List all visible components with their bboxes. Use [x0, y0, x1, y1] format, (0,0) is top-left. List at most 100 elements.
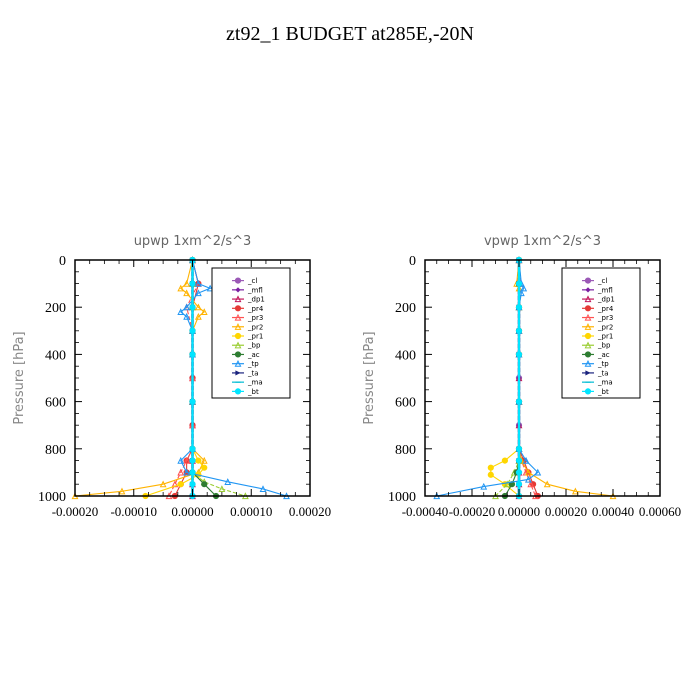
legend-pr4-marker [234, 305, 242, 312]
legend-entry-label: _dp1 [247, 296, 265, 304]
data-point-bt-marker [515, 469, 523, 476]
data-point-pr2-marker [543, 480, 551, 488]
data-point-pr1-marker [195, 457, 202, 464]
legend-entry-label: _ma [597, 379, 613, 387]
y-axis-label: Pressure [hPa] [362, 331, 377, 424]
y-axis-label: Pressure [hPa] [12, 331, 27, 424]
data-point-ac-marker [201, 481, 208, 488]
panel-title: upwp 1xm^2/s^3 [134, 234, 252, 249]
data-point-pr2-marker [183, 279, 191, 287]
data-point-pr1-marker [501, 457, 508, 464]
y-tick-label: 1000 [38, 490, 66, 505]
data-point-tp-marker [480, 482, 488, 490]
legend-ac-marker [584, 351, 592, 358]
y-tick-label: 200 [395, 301, 416, 316]
legend-tp-marker [584, 359, 592, 367]
y-tick-label: 400 [395, 348, 416, 363]
data-point-bt-marker [189, 469, 196, 476]
data-point-bt-marker [515, 481, 523, 488]
x-tick-label: 0.00000 [171, 504, 213, 519]
legend-cl-marker [584, 277, 592, 284]
data-point-tp-marker [177, 308, 185, 316]
data-point-bp-marker [218, 485, 226, 493]
data-point-pr2-marker [194, 312, 202, 320]
data-point-bp-marker [503, 480, 511, 488]
data-point-pr2-marker [571, 487, 579, 495]
data-point-tp-marker [183, 312, 191, 320]
data-point-pr2-marker [183, 289, 191, 297]
y-tick-label: 200 [45, 301, 66, 316]
data-point-tp-marker [524, 475, 532, 483]
legend-tp-marker [234, 359, 242, 367]
x-tick-label: 0.00060 [639, 504, 681, 519]
data-point-tp-marker [183, 468, 191, 476]
data-point-tp-marker [194, 279, 202, 287]
legend-bp-marker [234, 341, 242, 349]
legend-entry-label: _pr1 [597, 333, 613, 341]
legend-entry-label: _bt [247, 388, 259, 396]
legend-entry-label: _pr4 [597, 305, 614, 313]
legend-entry-label: _cl [597, 277, 607, 285]
data-point-bt-marker [515, 445, 523, 452]
data-point-tp-marker [522, 456, 530, 464]
data-point-tp-marker [177, 456, 185, 464]
data-point-bt-marker [515, 398, 523, 405]
data-point-pr1-marker [177, 481, 184, 488]
legend-entry-label: _mfl [597, 286, 613, 294]
y-tick-label: 600 [45, 396, 66, 411]
legend-entry-label: _ta [597, 369, 609, 377]
legend-bt-marker [584, 388, 592, 395]
data-point-bt-marker [515, 304, 523, 311]
data-point-tp-marker [206, 284, 214, 292]
legend-pr1-marker [234, 332, 242, 340]
legend-pr4-marker [584, 305, 592, 312]
x-tick-label: 0.00040 [592, 504, 634, 519]
data-point-pr3-marker [183, 456, 191, 464]
data-point-pr3-marker [177, 468, 185, 476]
data-point-pr3-marker [171, 480, 179, 488]
legend-entry-label: _ac [597, 351, 610, 359]
data-point-tp-marker [259, 485, 267, 493]
data-point-bt-marker [189, 481, 196, 488]
x-tick-label: -0.00020 [449, 504, 496, 519]
legend-box [211, 267, 291, 399]
legend-dp1-marker [234, 295, 242, 303]
data-point-pr2-marker [118, 487, 126, 495]
legend-entry-label: _mfl [247, 286, 263, 294]
figure-title: zt92_1 BUDGET at285E,-20N [226, 23, 474, 45]
legend-entry-label: _tp [597, 360, 609, 368]
legend-pr2-marker [234, 323, 242, 330]
legend-entry-label: _bt [597, 388, 609, 396]
data-point-bt-marker [189, 280, 196, 287]
x-tick-label: 0.00000 [498, 504, 540, 519]
data-point-pr2-marker [200, 456, 208, 464]
y-tick-label: 0 [59, 254, 66, 269]
data-point-bt-marker [515, 457, 523, 464]
data-point-pr3-marker [527, 480, 535, 488]
data-point-bt-marker [515, 280, 523, 287]
legend-entry-label: _cl [247, 277, 257, 285]
y-tick-label: 800 [45, 443, 66, 458]
y-tick-label: 800 [395, 443, 416, 458]
y-tick-label: 0 [409, 254, 416, 269]
legend-pr3-marker [234, 313, 242, 321]
legend-pr1-marker [584, 332, 592, 340]
x-tick-label: -0.00020 [52, 504, 99, 519]
data-point-tp-marker [534, 468, 542, 476]
legend-entry-label: _pr2 [247, 323, 263, 331]
legend-bp-marker [584, 341, 592, 349]
data-point-tp-marker [183, 303, 191, 311]
legend-entry-label: _ma [247, 379, 263, 387]
data-point-pr1-marker [487, 464, 494, 471]
legend-entry-label: _pr3 [597, 314, 613, 322]
data-point-pr2-marker [524, 468, 532, 476]
panel-upwp: upwp 1xm^2/s^3 Pressure [hPa] -0.00020 -0.0… [12, 234, 331, 519]
y-tick-label: 600 [395, 396, 416, 411]
y-tick-label: 400 [45, 348, 66, 363]
data-point-bt-marker [189, 398, 196, 405]
data-point-pr1-marker [201, 464, 208, 471]
legend-entry-label: _dp1 [597, 296, 615, 304]
legend-entry-label: _bp [597, 342, 611, 350]
data-point-bt-marker [189, 327, 196, 334]
